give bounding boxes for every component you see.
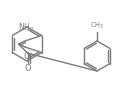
Text: NH$_2$: NH$_2$ [18,21,35,34]
Text: O: O [24,64,31,73]
Text: CH$_3$: CH$_3$ [90,21,104,31]
Text: O: O [23,52,30,61]
